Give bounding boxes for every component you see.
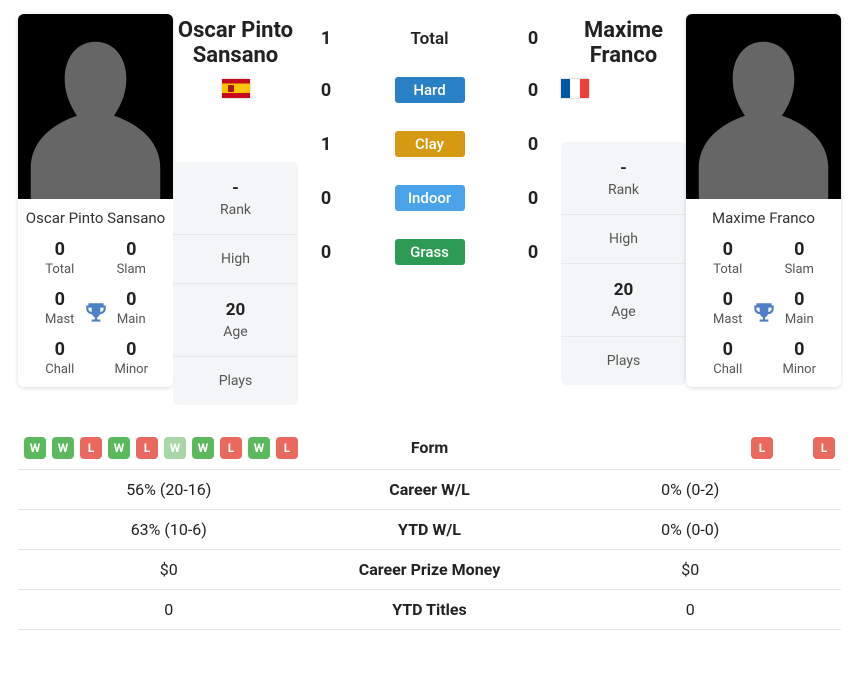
surface-pill: Hard: [395, 77, 465, 103]
title-cell: 0Minor: [96, 339, 168, 377]
player1-age: 20Age: [173, 283, 298, 356]
player1-name-col: Oscar Pinto Sansano -Rank High 20Age Pla…: [173, 14, 298, 405]
player1-high: High: [173, 234, 298, 283]
title-cell: 0Slam: [96, 239, 168, 277]
h2h-row: 0Indoor0: [306, 185, 553, 211]
form-badge[interactable]: L: [80, 437, 102, 459]
surface-pill: Grass: [395, 239, 465, 265]
h2h-row: 0Grass0: [306, 239, 553, 265]
cmp-label: Form: [320, 438, 540, 457]
cmp-row-career_wl: 56% (20-16)Career W/L0% (0-2): [18, 470, 841, 510]
player1-rank: -Rank: [173, 162, 298, 234]
player2-titles: 0Total0Slam0Mast0Main0Chall0Minor: [686, 239, 841, 387]
title-cell: 0Total: [692, 239, 764, 277]
player1-avatar: [18, 14, 173, 199]
form-badge[interactable]: W: [192, 437, 214, 459]
player2-name: Maxime Franco: [686, 199, 841, 239]
form-badge[interactable]: W: [108, 437, 130, 459]
cmp-label: Career Prize Money: [320, 560, 540, 579]
surface-pill: Indoor: [395, 185, 465, 211]
trophy-icon: [83, 300, 109, 326]
form-badge[interactable]: W: [52, 437, 74, 459]
cmp-label: Career W/L: [320, 480, 540, 499]
cmp-row-ytd_titles: 0YTD Titles0: [18, 590, 841, 630]
player2-info-stack: -Rank High 20Age Plays: [561, 142, 686, 385]
h2h-label: Total: [346, 29, 513, 49]
title-cell: 0Chall: [24, 339, 96, 377]
player2-plays: Plays: [561, 336, 686, 385]
cmp-label: YTD Titles: [320, 600, 540, 619]
player1-plays: Plays: [173, 356, 298, 405]
surface-pill: Clay: [395, 131, 465, 157]
h2h-row: 0Hard0: [306, 77, 553, 103]
player2-avatar: [686, 14, 841, 199]
h2h-surfaces: 1Total0 0Hard0 1Clay0 0Indoor0 0Grass0: [298, 14, 561, 293]
cmp-row-ytd_wl: 63% (10-6)YTD W/L0% (0-0): [18, 510, 841, 550]
player2-form: LL: [540, 437, 842, 459]
head-to-head-header: Oscar Pinto Sansano 0Total0Slam0Mast0Mai…: [18, 14, 841, 405]
form-badge[interactable]: L: [276, 437, 298, 459]
form-badge[interactable]: W: [164, 437, 186, 459]
player2-name-col: Maxime Franco -Rank High 20Age Plays: [561, 14, 686, 385]
cmp-row-form: WWLWLWWLWLFormLL: [18, 427, 841, 470]
player1-info-stack: -Rank High 20Age Plays: [173, 162, 298, 405]
player2-card[interactable]: Maxime Franco 0Total0Slam0Mast0Main0Chal…: [686, 14, 841, 387]
form-badge[interactable]: L: [751, 437, 773, 459]
form-badge[interactable]: W: [24, 437, 46, 459]
player1-card[interactable]: Oscar Pinto Sansano 0Total0Slam0Mast0Mai…: [18, 14, 173, 387]
flag-spain-icon: [222, 79, 250, 98]
player1-big-name: Oscar Pinto Sansano: [173, 18, 298, 69]
player2-big-name: Maxime Franco: [561, 18, 686, 69]
form-badge[interactable]: L: [220, 437, 242, 459]
title-cell: 0Slam: [764, 239, 836, 277]
cmp-label: YTD W/L: [320, 520, 540, 539]
form-badge[interactable]: L: [136, 437, 158, 459]
player1-form: WWLWLWWLWL: [18, 437, 320, 459]
title-cell: 0Chall: [692, 339, 764, 377]
player2-high: High: [561, 214, 686, 263]
player1-name: Oscar Pinto Sansano: [18, 199, 173, 239]
form-badge[interactable]: L: [813, 437, 835, 459]
player2-rank: -Rank: [561, 142, 686, 214]
cmp-row-career_prize: $0Career Prize Money$0: [18, 550, 841, 590]
h2h-row: 1Total0: [306, 28, 553, 49]
player1-titles: 0Total0Slam0Mast0Main0Chall0Minor: [18, 239, 173, 387]
title-cell: 0Minor: [764, 339, 836, 377]
trophy-icon: [751, 300, 777, 326]
flag-france-icon: [561, 79, 589, 98]
title-cell: 0Total: [24, 239, 96, 277]
comparison-table: WWLWLWWLWLFormLL56% (20-16)Career W/L0% …: [18, 427, 841, 630]
form-badge[interactable]: W: [248, 437, 270, 459]
h2h-row: 1Clay0: [306, 131, 553, 157]
player2-age: 20Age: [561, 263, 686, 336]
